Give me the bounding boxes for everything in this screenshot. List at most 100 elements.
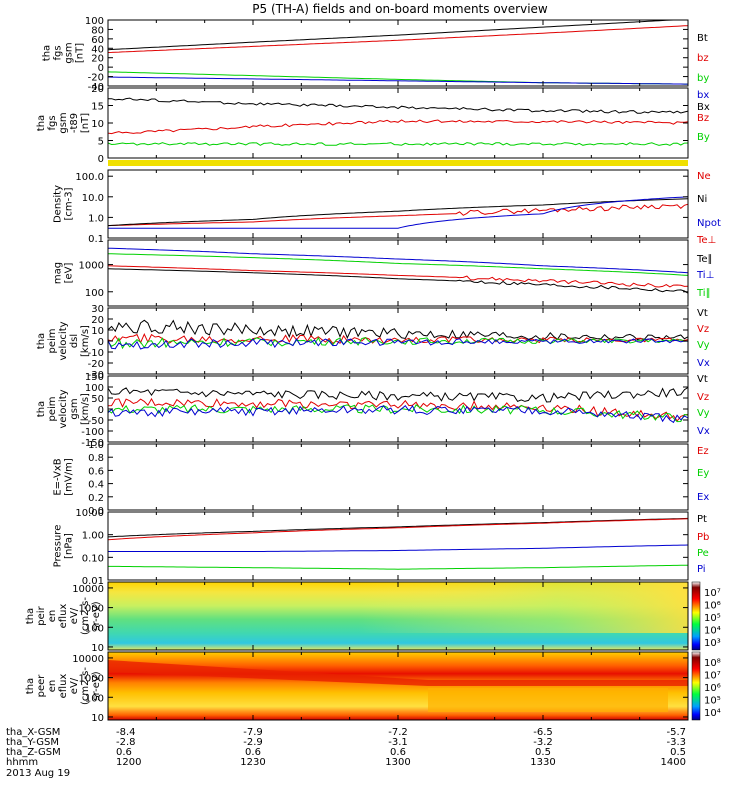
y-axis-label: eV/ — [69, 677, 80, 694]
series-line-By — [107, 142, 689, 146]
footer-row-value: -5.7 — [666, 727, 686, 738]
y-axis-label: en — [47, 680, 58, 693]
footer-row-value: 0.5 — [670, 747, 686, 758]
panel-frame — [107, 239, 689, 307]
y-tick-label: 80 — [91, 25, 104, 36]
colorbar-tick-label: 10⁵ — [704, 696, 721, 707]
y-tick-label: 100 — [85, 16, 104, 27]
y-tick-label: 0 — [98, 337, 104, 348]
y-axis-label: (cm2-s- — [80, 667, 91, 705]
spectrogram-band — [108, 660, 688, 686]
y-axis-label: en — [47, 610, 58, 623]
legend-entry: Te⊥ — [696, 235, 716, 246]
y-tick-label: 10.0 — [82, 193, 104, 204]
y-tick-label: 100 — [85, 623, 104, 634]
spectrogram-band — [428, 688, 668, 712]
legend-entry: Ex — [697, 492, 709, 503]
y-tick-label: 10 — [91, 713, 104, 724]
y-tick-label: 60 — [91, 35, 104, 46]
y-axis-label: peer — [36, 674, 47, 698]
series-line-Pi — [108, 544, 689, 552]
series-line-Npot — [108, 196, 689, 229]
y-axis-label: [nPa] — [64, 533, 75, 559]
y-tick-label: 0 — [98, 405, 104, 416]
y-tick-label: 1000 — [79, 674, 104, 685]
footer-row-value: -6.5 — [533, 727, 553, 738]
y-tick-label: -30 — [88, 370, 104, 381]
panel-e-vxb: Ez Ey Ex 1.0 0.8 0.6 0.4 0.2 0.0 E=-VxB [mV/m] — [53, 440, 710, 517]
legend-entry: Bx — [697, 102, 710, 113]
footer-date: 2013 Aug 19 — [6, 768, 70, 779]
y-tick-label: -150 — [81, 438, 104, 449]
y-tick-label: 20 — [91, 54, 104, 65]
y-tick-label: 0.01 — [82, 576, 104, 587]
footer-row-value: 0.6 — [390, 747, 406, 758]
y-tick-label: 50 — [91, 394, 104, 405]
footer-row-value: -7.2 — [388, 727, 408, 738]
y-tick-label: 0 — [98, 63, 104, 74]
footer-row-value: 1200 — [116, 757, 141, 768]
y-axis-label: peim — [47, 328, 58, 353]
y-axis-label: [km/s] — [80, 325, 91, 357]
y-axis-label: fgs — [47, 115, 58, 130]
footer-row-value: 0.6 — [245, 747, 261, 758]
y-tick-label: -100 — [81, 427, 104, 438]
series-line-Vx — [107, 404, 689, 424]
quality-flag-bar — [108, 160, 688, 166]
footer-row-value: 1300 — [385, 757, 410, 768]
footer-row-value: -3.2 — [533, 737, 553, 748]
colorbar — [691, 651, 701, 721]
y-axis-label: [mV/m] — [64, 458, 75, 496]
y-axis-label: dsl — [69, 334, 80, 348]
legend-entry: Vz — [697, 392, 709, 403]
series-line-Vx — [107, 338, 689, 350]
y-tick-label: 0.4 — [88, 480, 104, 491]
y-axis-label: tha — [42, 45, 53, 61]
series-line-Vz — [107, 397, 689, 422]
y-axis-label: [nT] — [80, 113, 91, 133]
footer-row-label: tha_Z-GSM — [6, 747, 61, 758]
y-axis-label: [nT] — [75, 43, 86, 63]
y-tick-label: -20 — [88, 359, 104, 370]
panel-frame — [107, 375, 689, 443]
y-tick-label: 10000 — [72, 584, 104, 595]
y-axis-label: (cm2-s- — [80, 597, 91, 635]
series-line-Bx — [107, 97, 689, 114]
y-axis-label: E=-VxB — [53, 458, 64, 495]
footer-row-value: -3.1 — [388, 737, 408, 748]
colorbar-tick-label: 10³ — [704, 638, 721, 649]
y-tick-label: 100.0 — [75, 172, 104, 183]
y-tick-label: 0 — [98, 154, 104, 165]
y-tick-label: 0.10 — [82, 553, 104, 564]
legend-entry: Vz — [697, 324, 709, 335]
footer-row-value: -7.9 — [243, 727, 263, 738]
footer-row-value: 1230 — [240, 757, 265, 768]
y-tick-label: 5 — [98, 137, 104, 148]
y-tick-label: -10 — [88, 348, 104, 359]
y-axis-label: [eV] — [64, 263, 75, 284]
series-line-Ti⊥ — [107, 247, 689, 274]
legend-entry: Ti∥ — [696, 288, 711, 299]
footer-row-value: 1400 — [661, 757, 686, 768]
y-axis-label: eflux — [58, 604, 69, 629]
y-tick-label: 10 — [91, 326, 104, 337]
y-tick-label: 100 — [85, 288, 104, 299]
y-axis-label: fgs — [53, 45, 64, 60]
y-tick-label: 0.8 — [88, 453, 104, 464]
panel-frame — [107, 87, 689, 159]
y-tick-label: 1.0 — [88, 213, 104, 224]
y-axis-label: tha — [25, 678, 36, 694]
legend-entry: by — [697, 73, 709, 84]
y-tick-label: 0.2 — [88, 493, 104, 504]
y-tick-label: 100 — [85, 383, 104, 394]
legend-entry: bz — [697, 53, 709, 64]
legend-entry: Ne — [697, 171, 711, 182]
series-line-bz — [107, 25, 689, 53]
series-line-Bz — [107, 119, 689, 135]
y-tick-label: 20 — [91, 315, 104, 326]
series-line-Pe — [108, 564, 688, 570]
y-tick-label: 10.00 — [75, 508, 104, 519]
